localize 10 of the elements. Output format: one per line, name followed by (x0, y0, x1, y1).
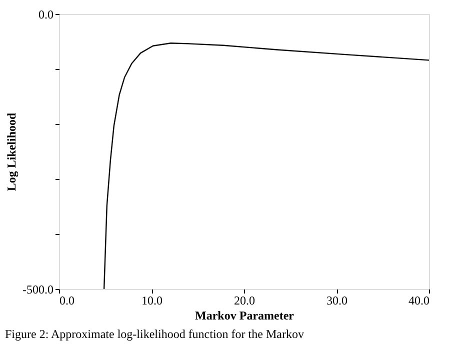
x-tick-label: 10.0 (142, 294, 162, 308)
y-tick-label: -500.0 (22, 282, 54, 296)
x-tick-label: 30.0 (326, 294, 348, 308)
y-axis-title: Log Likelihood (4, 112, 19, 192)
x-axis-title: Markov Parameter (195, 308, 295, 322)
x-tick-label: 0.0 (60, 294, 74, 308)
x-tick-label: 20.0 (234, 294, 255, 308)
caption: Figure 2: Approximate log-likelihood function for the Markov (5, 327, 304, 341)
x-tick-label: 40.0 (408, 294, 430, 308)
line-series (103, 42, 430, 290)
